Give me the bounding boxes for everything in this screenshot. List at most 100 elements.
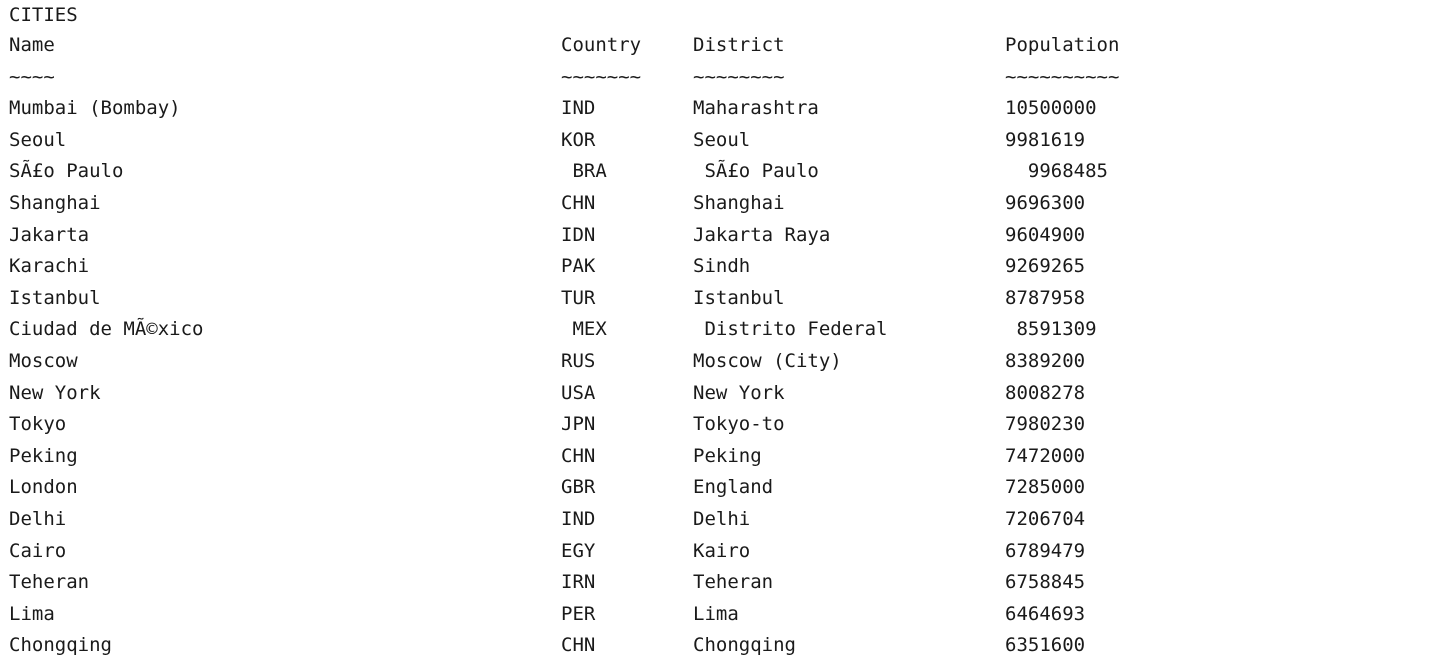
cell-population: 6464693 [1005, 602, 1086, 625]
header-district: District [693, 34, 785, 56]
cell-population: 9604900 [1005, 223, 1086, 246]
cell-name: Istanbul [9, 286, 101, 309]
cell-population: 9968485 [1005, 160, 1108, 183]
separator-population: ~~~~~~~~~~ [1005, 65, 1120, 88]
cell-population: 9696300 [1005, 191, 1086, 214]
cell-district: New York [693, 381, 785, 404]
cell-population: 9981619 [1005, 128, 1086, 151]
header-country: Country [561, 34, 642, 56]
cell-country: JPN [561, 413, 596, 436]
cell-district: Tokyo-to [693, 413, 785, 436]
cell-name: Seoul [9, 128, 67, 151]
cell-district: Seoul [693, 128, 751, 151]
cell-district: Istanbul [693, 286, 785, 309]
cell-population: 7472000 [1005, 444, 1086, 467]
cell-name: London [9, 476, 78, 499]
cell-population: 6789479 [1005, 539, 1086, 562]
output-title-line: CITIES [9, 0, 1429, 30]
cell-population: 6351600 [1005, 634, 1086, 657]
cell-country: CHN [561, 191, 596, 214]
cell-name: Cairo [9, 539, 67, 562]
cell-population: 7980230 [1005, 413, 1086, 436]
cell-name: Chongqing [9, 634, 112, 657]
cell-district: Jakarta Raya [693, 223, 831, 246]
cell-district: England [693, 476, 774, 499]
cell-district: Moscow (City) [693, 349, 842, 372]
cell-district: Sindh [693, 255, 751, 278]
cell-name: Tokyo [9, 413, 67, 436]
table-row: Tokyo JPN Tokyo-to 7980230 [9, 409, 1429, 441]
header-name: Name [9, 34, 55, 56]
cell-name: Shanghai [9, 191, 101, 214]
table-row: Delhi IND Delhi 7206704 [9, 504, 1429, 536]
cell-country: PAK [561, 255, 596, 278]
cell-name: Ciudad de MÃ©xico [9, 318, 204, 341]
cell-population: 10500000 [1005, 97, 1097, 120]
cell-name: Lima [9, 602, 55, 625]
cell-population: 6758845 [1005, 571, 1086, 594]
cell-country: CHN [561, 634, 596, 657]
table-row: London GBR England 7285000 [9, 472, 1429, 504]
table-row: Shanghai CHN Shanghai 9696300 [9, 188, 1429, 220]
cell-name: Delhi [9, 507, 67, 530]
cell-district: Kairo [693, 539, 751, 562]
table-row: Cairo EGY Kairo 6789479 [9, 536, 1429, 568]
cell-district: Distrito Federal [693, 318, 888, 341]
table-header-row: Name Country District Population [9, 30, 1429, 62]
cell-country: BRA [561, 160, 607, 183]
cell-population: 8787958 [1005, 286, 1086, 309]
output-title: CITIES [9, 4, 78, 26]
cell-country: IDN [561, 223, 596, 246]
cell-population: 9269265 [1005, 255, 1086, 278]
table-row: Karachi PAK Sindh 9269265 [9, 251, 1429, 283]
cell-country: IND [561, 507, 596, 530]
cell-population: 8591309 [1005, 318, 1097, 341]
cell-country: GBR [561, 476, 596, 499]
table-row: Teheran IRN Teheran 6758845 [9, 567, 1429, 599]
cell-name: Mumbai (Bombay) [9, 97, 181, 120]
cell-name: Karachi [9, 255, 90, 278]
cell-district: Chongqing [693, 634, 796, 657]
separator-district: ~~~~~~~~ [693, 65, 785, 88]
table-row: Istanbul TUR Istanbul 8787958 [9, 283, 1429, 315]
cell-district: Peking [693, 444, 762, 467]
header-population: Population [1005, 34, 1120, 56]
cell-population: 8389200 [1005, 349, 1086, 372]
cell-country: RUS [561, 349, 596, 372]
cell-name: Peking [9, 444, 78, 467]
cell-district: Shanghai [693, 191, 785, 214]
cell-district: SÃ£o Paulo [693, 160, 819, 183]
cell-district: Maharashtra [693, 97, 819, 120]
cell-population: 7206704 [1005, 507, 1086, 530]
table-row: Ciudad de MÃ©xico MEX Distrito Federal 8… [9, 314, 1429, 346]
cell-district: Lima [693, 602, 739, 625]
table-row: Mumbai (Bombay) IND Maharashtra 10500000 [9, 93, 1429, 125]
cell-name: SÃ£o Paulo [9, 160, 124, 183]
cell-country: PER [561, 602, 596, 625]
table-row: Seoul KOR Seoul 9981619 [9, 125, 1429, 157]
separator-country: ~~~~~~~ [561, 65, 642, 88]
cell-country: EGY [561, 539, 596, 562]
separator-name: ~~~~ [9, 65, 55, 88]
cell-district: Delhi [693, 507, 751, 530]
cell-country: KOR [561, 128, 596, 151]
table-row: Peking CHN Peking 7472000 [9, 441, 1429, 473]
cell-country: CHN [561, 444, 596, 467]
cell-district: Teheran [693, 571, 774, 594]
table-row: New York USA New York 8008278 [9, 378, 1429, 410]
table-separator-row: ~~~~ ~~~~~~~ ~~~~~~~~ ~~~~~~~~~~ [9, 62, 1429, 94]
table-body: Mumbai (Bombay) IND Maharashtra 10500000 Seo… [9, 93, 1429, 660]
cell-name: Teheran [9, 571, 90, 594]
table-row: SÃ£o Paulo BRA SÃ£o Paulo 9968485 [9, 156, 1429, 188]
table-row: Chongqing CHN Chongqing 6351600 [9, 630, 1429, 660]
cell-country: USA [561, 381, 596, 404]
table-row: Moscow RUS Moscow (City) 8389200 [9, 346, 1429, 378]
cell-population: 8008278 [1005, 381, 1086, 404]
console-output: CITIES Name Country District Population … [9, 0, 1429, 660]
cell-name: Moscow [9, 349, 78, 372]
cell-country: TUR [561, 286, 596, 309]
cell-name: Jakarta [9, 223, 90, 246]
cell-name: New York [9, 381, 101, 404]
cell-country: MEX [561, 318, 607, 341]
table-row: Jakarta IDN Jakarta Raya 9604900 [9, 220, 1429, 252]
